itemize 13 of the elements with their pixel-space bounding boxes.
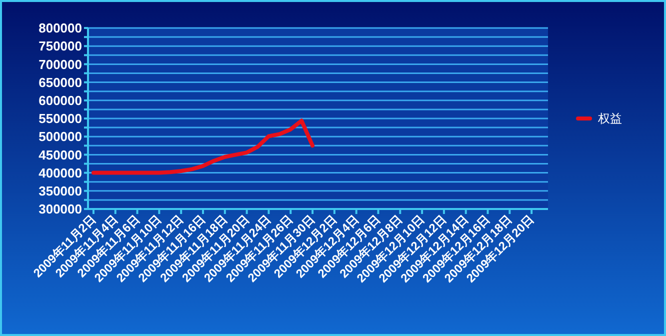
y-tick-label: 750000 xyxy=(38,38,82,54)
y-tick-label: 800000 xyxy=(38,20,82,36)
y-tick-label: 700000 xyxy=(38,56,82,72)
y-tick-label: 600000 xyxy=(38,92,82,108)
y-tick-label: 650000 xyxy=(38,74,82,90)
y-tick-label: 350000 xyxy=(38,183,82,198)
y-tick-label: 300000 xyxy=(38,202,82,217)
y-tick-label: 450000 xyxy=(38,147,82,162)
y-tick-label: 400000 xyxy=(38,165,82,180)
y-tick-label: 500000 xyxy=(38,129,82,144)
legend-label: 权益 xyxy=(597,112,622,126)
y-tick-label: 550000 xyxy=(38,111,82,126)
line-series xyxy=(91,118,315,175)
